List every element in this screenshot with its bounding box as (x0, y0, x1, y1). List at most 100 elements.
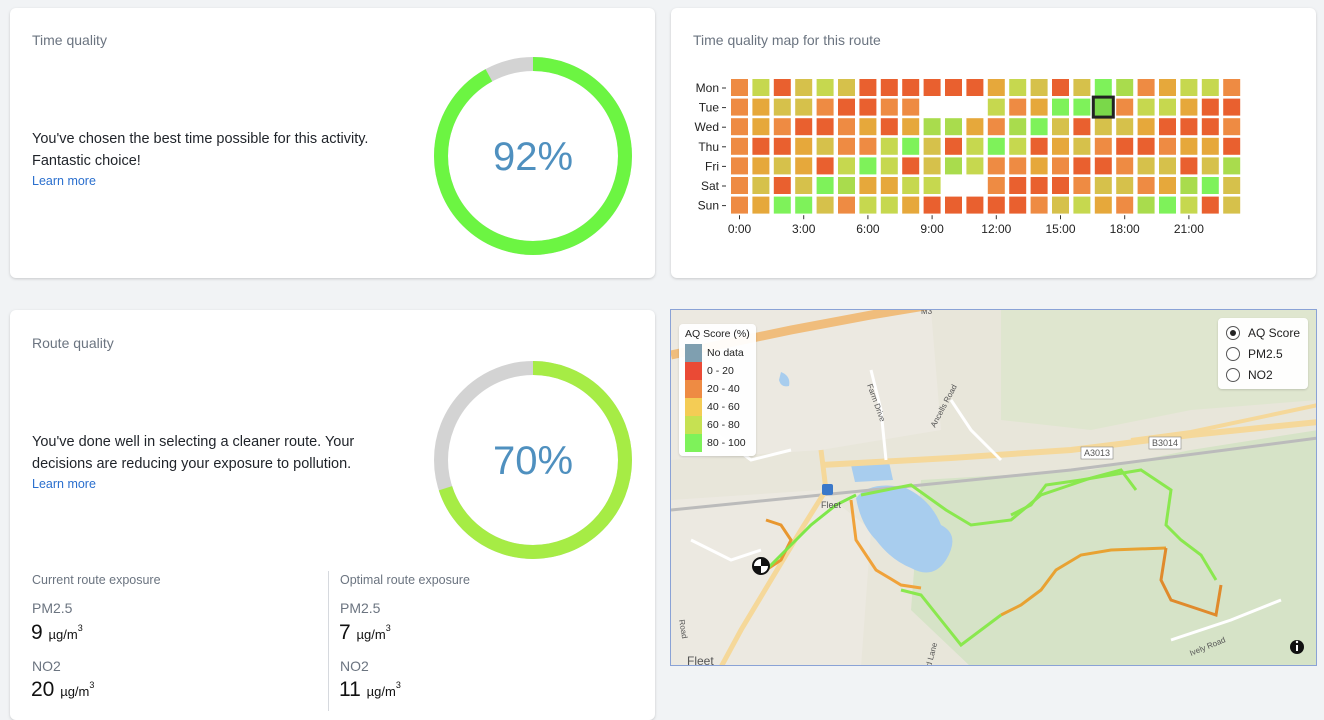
heatmap-cell[interactable] (816, 118, 834, 136)
heatmap-cell[interactable] (773, 79, 791, 96)
heatmap-cell[interactable] (752, 98, 770, 116)
heatmap-cell[interactable] (795, 177, 813, 194)
heatmap-cell[interactable] (1159, 137, 1176, 155)
heatmap-cell[interactable] (1009, 157, 1027, 175)
heatmap-cell[interactable] (773, 98, 791, 116)
heatmap-cell[interactable] (838, 157, 855, 175)
heatmap-cell[interactable] (816, 196, 834, 214)
heatmap-cell[interactable] (752, 157, 770, 175)
heatmap-cell[interactable] (945, 79, 962, 96)
heatmap-cell[interactable] (773, 196, 791, 214)
heatmap-cell[interactable] (731, 177, 748, 194)
heatmap-cell[interactable] (987, 137, 1005, 155)
heatmap-cell[interactable] (816, 177, 834, 194)
heatmap-cell[interactable] (880, 157, 898, 175)
layer-option[interactable]: NO2 (1225, 364, 1300, 385)
heatmap-cell[interactable] (1223, 177, 1241, 194)
heatmap-cell[interactable] (966, 196, 984, 214)
heatmap-cell[interactable] (838, 79, 855, 96)
heatmap-cell[interactable] (1009, 79, 1027, 96)
heatmap-cell[interactable] (902, 79, 920, 96)
heatmap-cell[interactable] (987, 157, 1005, 175)
heatmap-cell[interactable] (1030, 118, 1048, 136)
heatmap-cell[interactable] (1180, 177, 1198, 194)
heatmap-cell[interactable] (795, 118, 813, 136)
heatmap-cell[interactable] (731, 157, 748, 175)
heatmap-cell[interactable] (1030, 79, 1048, 96)
heatmap-cell[interactable] (1223, 98, 1241, 116)
heatmap-cell[interactable] (1159, 79, 1176, 96)
heatmap-cell[interactable] (731, 79, 748, 96)
layer-radio[interactable] (1225, 367, 1240, 382)
heatmap-cell[interactable] (1030, 137, 1048, 155)
heatmap-cell[interactable] (1137, 157, 1155, 175)
heatmap-cell[interactable] (816, 98, 834, 116)
info-icon[interactable] (1290, 640, 1304, 654)
heatmap-cell[interactable] (1116, 79, 1134, 96)
heatmap-cell[interactable] (773, 118, 791, 136)
heatmap-cell[interactable] (987, 177, 1005, 194)
heatmap-cell[interactable] (816, 157, 834, 175)
heatmap-cell[interactable] (773, 177, 791, 194)
heatmap-cell[interactable] (966, 79, 984, 96)
heatmap-cell[interactable] (1201, 79, 1219, 96)
heatmap-cell[interactable] (838, 196, 855, 214)
heatmap-cell[interactable] (1201, 177, 1219, 194)
layer-radio[interactable] (1225, 325, 1240, 340)
heatmap-cell[interactable] (1201, 196, 1219, 214)
heatmap-cell[interactable] (816, 137, 834, 155)
heatmap-cell[interactable] (1180, 137, 1198, 155)
heatmap-cell[interactable] (1116, 118, 1134, 136)
heatmap-cell[interactable] (923, 177, 941, 194)
heatmap-cell[interactable] (795, 157, 813, 175)
heatmap-cell[interactable] (945, 157, 962, 175)
heatmap-cell[interactable] (1009, 118, 1027, 136)
heatmap-cell[interactable] (1137, 137, 1155, 155)
heatmap-cell[interactable] (838, 118, 855, 136)
heatmap-cell[interactable] (902, 157, 920, 175)
heatmap-cell[interactable] (1009, 196, 1027, 214)
layer-radio[interactable] (1225, 346, 1240, 361)
heatmap-cell[interactable] (902, 177, 920, 194)
heatmap-cell[interactable] (752, 137, 770, 155)
heatmap-cell[interactable] (1137, 177, 1155, 194)
time-quality-learn-more-link[interactable]: Learn more (32, 174, 96, 188)
heatmap-cell[interactable] (795, 137, 813, 155)
heatmap-cell[interactable] (859, 196, 877, 214)
heatmap-cell[interactable] (902, 196, 920, 214)
heatmap-cell[interactable] (1159, 196, 1176, 214)
heatmap-cell[interactable] (1223, 79, 1241, 96)
heatmap-cell[interactable] (880, 137, 898, 155)
heatmap-cell[interactable] (773, 157, 791, 175)
heatmap-cell[interactable] (1180, 157, 1198, 175)
heatmap-cell[interactable] (1137, 196, 1155, 214)
heatmap-cell[interactable] (859, 157, 877, 175)
heatmap-cell[interactable] (838, 98, 855, 116)
heatmap-cell[interactable] (1116, 137, 1134, 155)
heatmap-cell[interactable] (1137, 98, 1155, 116)
heatmap-cell[interactable] (1009, 177, 1027, 194)
heatmap-cell[interactable] (1159, 177, 1176, 194)
heatmap-cell[interactable] (731, 196, 748, 214)
heatmap-cell[interactable] (1094, 157, 1112, 175)
heatmap-cell[interactable] (731, 98, 748, 116)
heatmap-cell[interactable] (902, 118, 920, 136)
heatmap-cell[interactable] (1137, 79, 1155, 96)
heatmap-cell[interactable] (1030, 157, 1048, 175)
heatmap-cell[interactable] (923, 79, 941, 96)
heatmap-cell[interactable] (1116, 98, 1134, 116)
heatmap-cell[interactable] (1073, 137, 1091, 155)
heatmap-cell[interactable] (1159, 118, 1176, 136)
heatmap-cell[interactable] (987, 118, 1005, 136)
heatmap-cell[interactable] (1159, 98, 1176, 116)
heatmap-cell[interactable] (880, 79, 898, 96)
heatmap-cell[interactable] (987, 79, 1005, 96)
heatmap-cell[interactable] (1159, 157, 1176, 175)
heatmap-cell[interactable] (1201, 157, 1219, 175)
layer-option[interactable]: AQ Score (1225, 322, 1300, 343)
heatmap-cell[interactable] (1223, 137, 1241, 155)
heatmap-cell[interactable] (1201, 98, 1219, 116)
heatmap-cell[interactable] (923, 137, 941, 155)
heatmap-cell[interactable] (1009, 137, 1027, 155)
heatmap-cell[interactable] (945, 118, 962, 136)
